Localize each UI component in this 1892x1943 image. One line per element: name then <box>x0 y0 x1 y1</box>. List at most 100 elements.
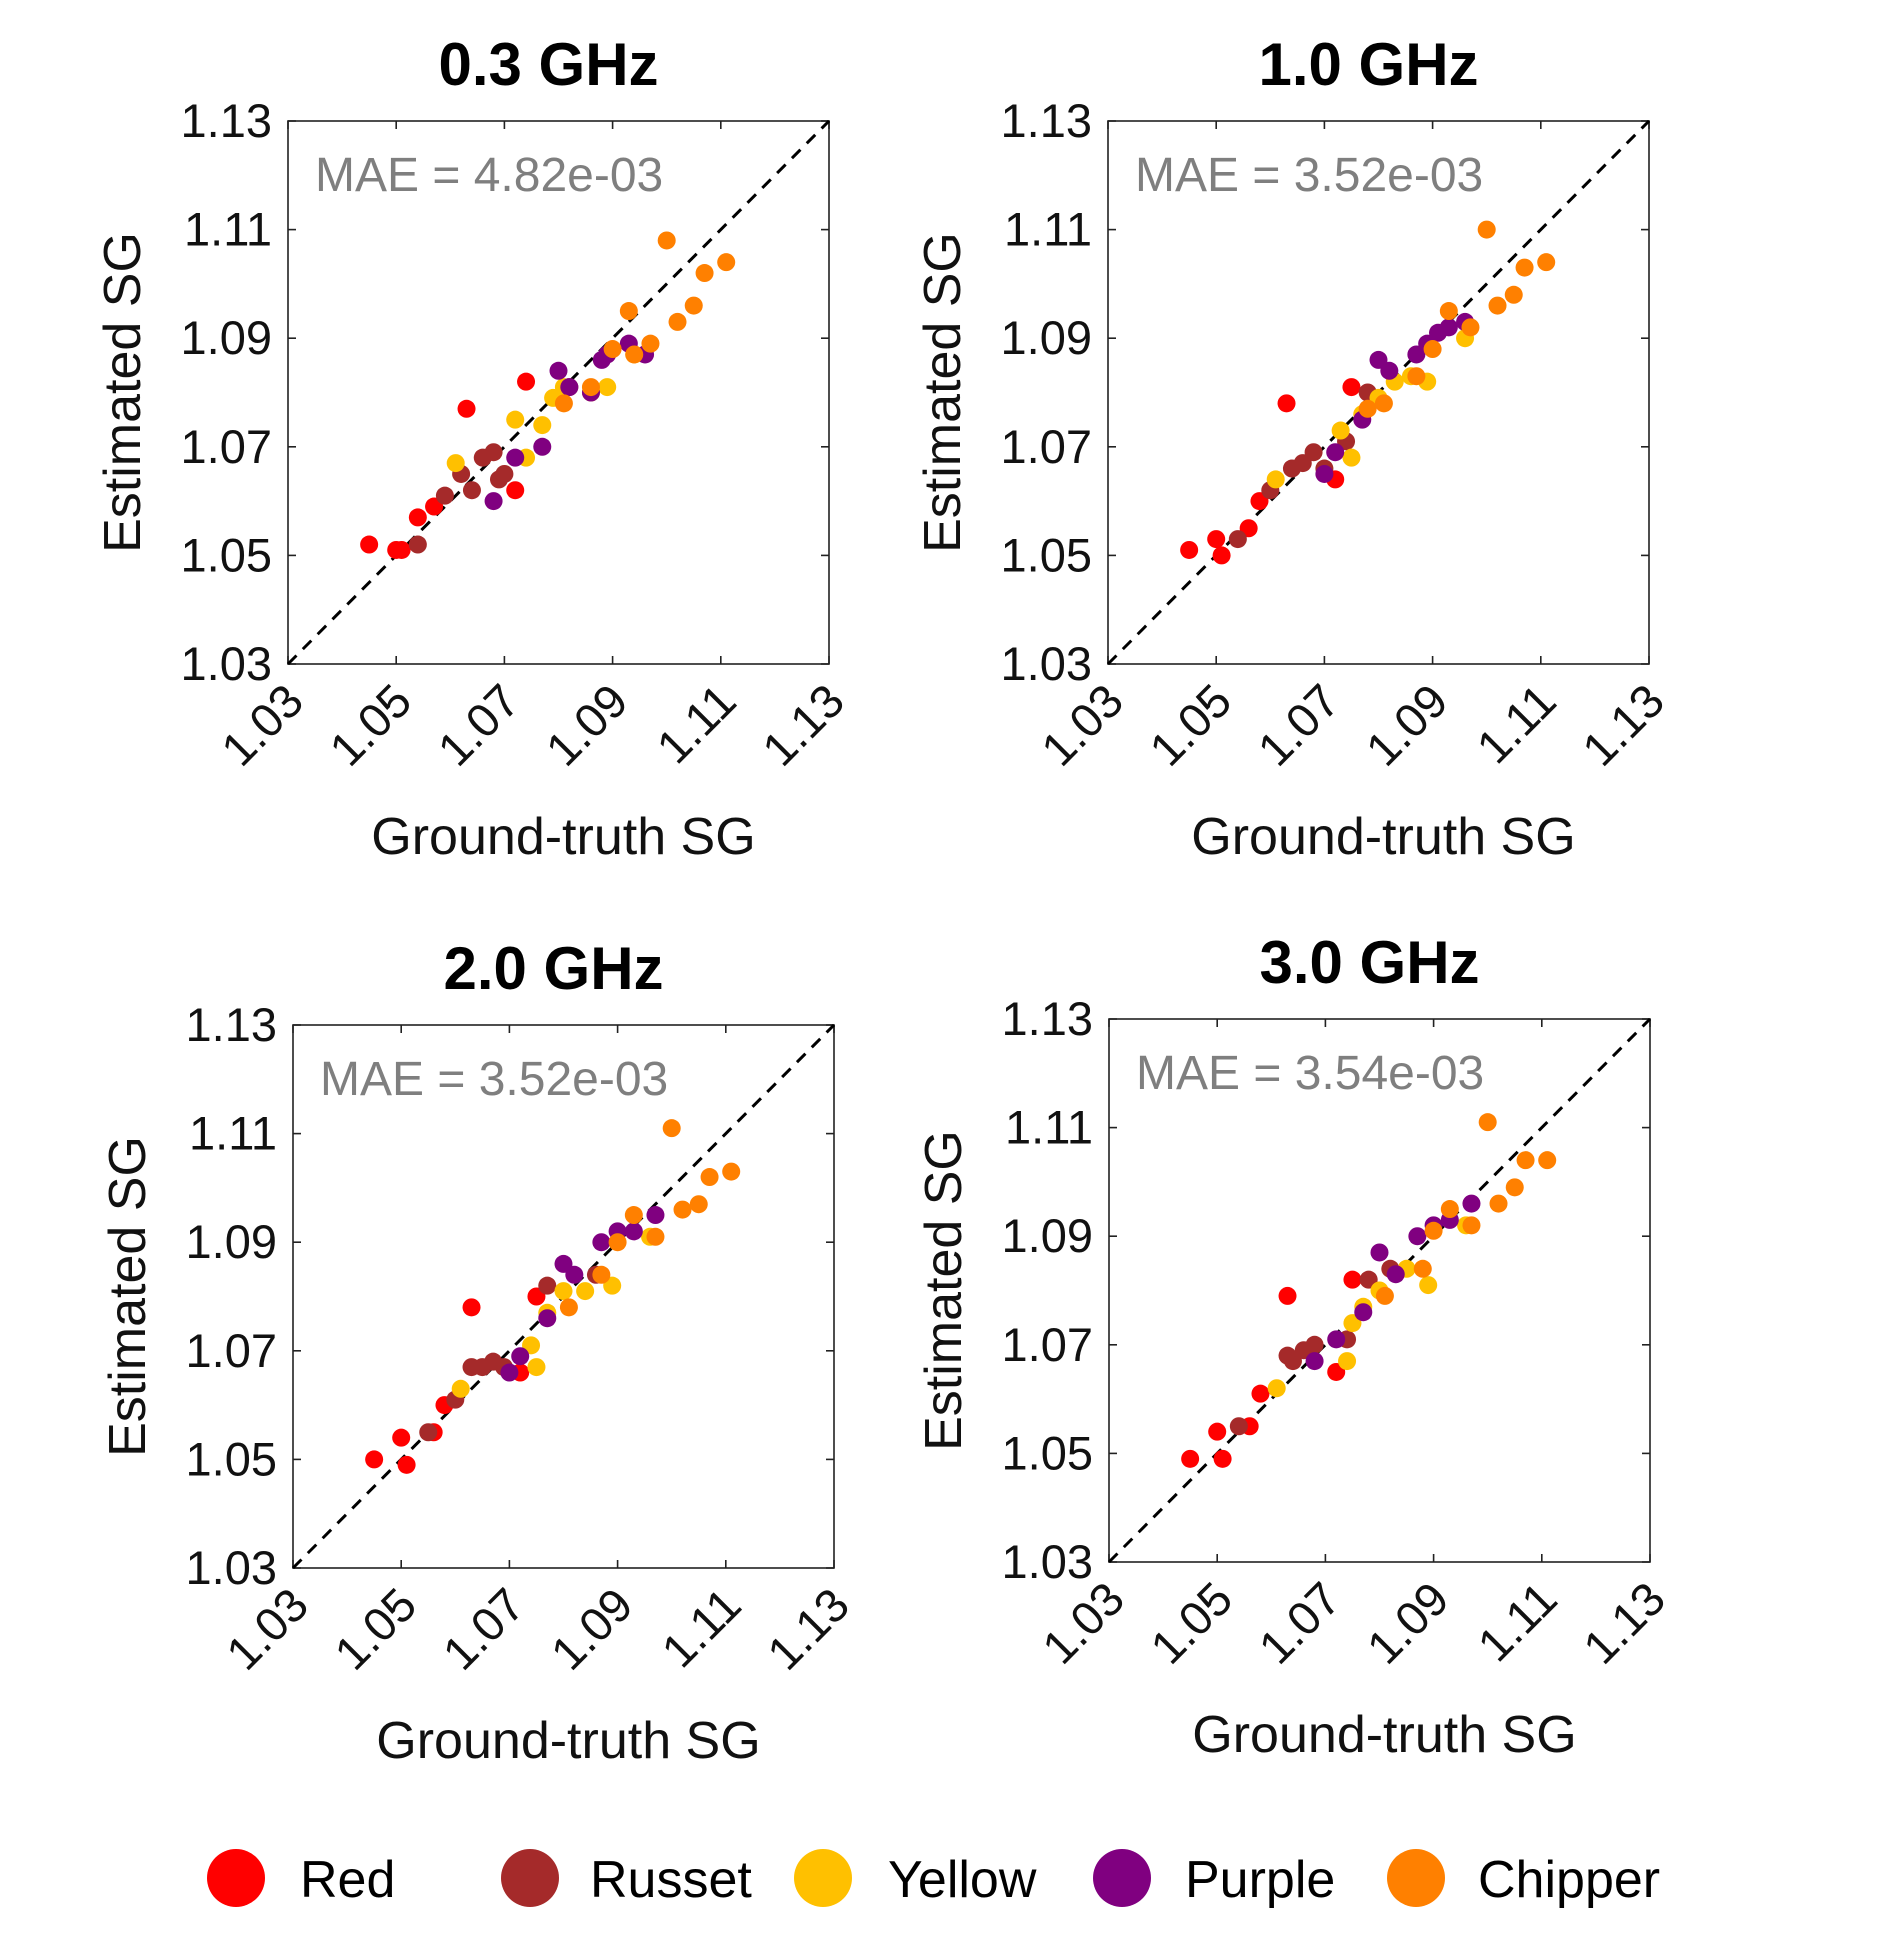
data-point-russet <box>462 481 481 500</box>
series-purple <box>1315 312 1475 483</box>
data-point-red <box>1181 1449 1200 1468</box>
x-tick-label: 1.09 <box>541 1578 643 1680</box>
y-tick-label: 1.07 <box>181 420 272 473</box>
legend-label: Russet <box>590 1851 752 1909</box>
y-tick-label: 1.05 <box>181 528 272 581</box>
x-tick-label: 1.11 <box>1467 1572 1567 1672</box>
data-point-purple <box>1370 1243 1389 1262</box>
x-tick-label: 1.09 <box>536 674 638 776</box>
data-point-chipper <box>722 1162 741 1181</box>
data-point-red <box>360 535 379 554</box>
data-point-purple <box>511 1347 530 1366</box>
data-point-purple <box>500 1363 519 1382</box>
legend-item-red: Red <box>207 1849 395 1909</box>
legend-item-purple: Purple <box>1093 1849 1335 1909</box>
legend-item-yellow: Yellow <box>794 1849 1037 1909</box>
legend-marker-yellow <box>794 1849 852 1907</box>
data-point-red <box>392 540 411 559</box>
data-point-yellow <box>1342 448 1361 467</box>
data-point-russet <box>1305 1335 1324 1354</box>
x-tick-label: 1.11 <box>651 1578 751 1678</box>
panel-1: 1.031.031.051.051.071.071.091.091.111.11… <box>94 31 854 866</box>
data-point-red <box>1212 546 1231 565</box>
x-tick-label: 1.13 <box>752 674 854 776</box>
y-axis-label: Estimated SG <box>915 1130 973 1451</box>
data-point-russet <box>538 1276 557 1295</box>
data-point-yellow <box>1331 421 1350 440</box>
data-point-purple <box>1305 1352 1324 1371</box>
x-axis-label: Ground-truth SG <box>371 808 755 866</box>
x-axis-label: Ground-truth SG <box>1191 808 1575 866</box>
data-point-chipper <box>1439 302 1458 321</box>
data-point-red <box>392 1428 411 1447</box>
x-tick-label: 1.05 <box>319 674 421 776</box>
data-point-russet <box>495 464 514 483</box>
legend-marker-russet <box>501 1849 559 1907</box>
data-point-chipper <box>1423 340 1442 359</box>
data-point-chipper <box>662 1119 681 1138</box>
data-point-yellow <box>527 1358 546 1377</box>
data-point-chipper <box>1440 1200 1459 1219</box>
data-point-chipper <box>668 312 687 331</box>
x-tick-label: 1.11 <box>646 674 746 774</box>
data-point-chipper <box>624 1206 643 1225</box>
legend-marker-purple <box>1093 1849 1151 1907</box>
series-russet <box>1228 383 1377 549</box>
x-tick-label: 1.07 <box>432 1578 534 1680</box>
x-tick-label: 1.11 <box>1466 674 1566 774</box>
data-point-chipper <box>603 340 622 359</box>
data-point-red <box>365 1450 384 1469</box>
data-point-purple <box>484 492 503 511</box>
x-tick-label: 1.07 <box>1247 674 1349 776</box>
x-tick-label: 1.13 <box>1573 1572 1675 1674</box>
data-point-chipper <box>1538 1151 1557 1170</box>
y-tick-label: 1.07 <box>186 1324 277 1377</box>
data-point-chipper <box>559 1298 578 1317</box>
data-point-yellow <box>506 410 525 429</box>
data-point-chipper <box>1515 258 1534 277</box>
data-point-chipper <box>657 231 676 250</box>
data-point-chipper <box>1516 1151 1535 1170</box>
panel-2: 1.031.031.051.051.071.071.091.091.111.11… <box>914 31 1674 866</box>
data-point-red <box>397 1455 416 1474</box>
y-tick-label: 1.05 <box>1002 1426 1093 1479</box>
data-point-purple <box>1354 1303 1373 1322</box>
data-point-red <box>408 508 427 527</box>
x-tick-label: 1.13 <box>757 1578 859 1680</box>
legend-item-russet: Russet <box>501 1849 752 1909</box>
chart-title: 1.0 GHz <box>1258 31 1478 98</box>
data-point-chipper <box>1537 253 1556 272</box>
data-point-red <box>506 481 525 500</box>
series-chipper <box>554 231 736 413</box>
data-point-chipper <box>1424 1221 1443 1240</box>
legend: Red Russet Yellow Purple Chipper <box>207 1849 1660 1909</box>
data-point-purple <box>1386 1265 1405 1284</box>
data-point-yellow <box>1419 1276 1438 1295</box>
data-point-chipper <box>592 1265 611 1284</box>
data-point-chipper <box>1374 394 1393 413</box>
chart-title: 2.0 GHz <box>443 935 663 1002</box>
data-point-chipper <box>1477 220 1496 239</box>
data-point-yellow <box>1338 1352 1357 1371</box>
data-point-purple <box>560 378 579 397</box>
data-point-purple <box>592 1233 611 1252</box>
legend-label: Purple <box>1185 1851 1335 1909</box>
legend-label: Chipper <box>1478 1851 1660 1909</box>
data-point-red <box>1251 1384 1270 1403</box>
y-tick-label: 1.07 <box>1001 420 1092 473</box>
data-point-red <box>1180 540 1199 559</box>
data-point-red <box>1208 1422 1227 1441</box>
y-tick-label: 1.11 <box>1004 203 1092 256</box>
data-point-chipper <box>673 1200 692 1219</box>
data-point-yellow <box>533 416 552 435</box>
data-point-red <box>1343 1270 1362 1289</box>
data-point-yellow <box>554 1282 573 1301</box>
x-tick-label: 1.13 <box>1572 674 1674 776</box>
data-point-purple <box>533 437 552 456</box>
data-point-chipper <box>1488 296 1507 315</box>
data-point-purple <box>1327 1330 1346 1349</box>
data-point-purple <box>646 1206 665 1225</box>
x-axis-label: Ground-truth SG <box>376 1712 760 1770</box>
data-point-yellow <box>598 378 617 397</box>
